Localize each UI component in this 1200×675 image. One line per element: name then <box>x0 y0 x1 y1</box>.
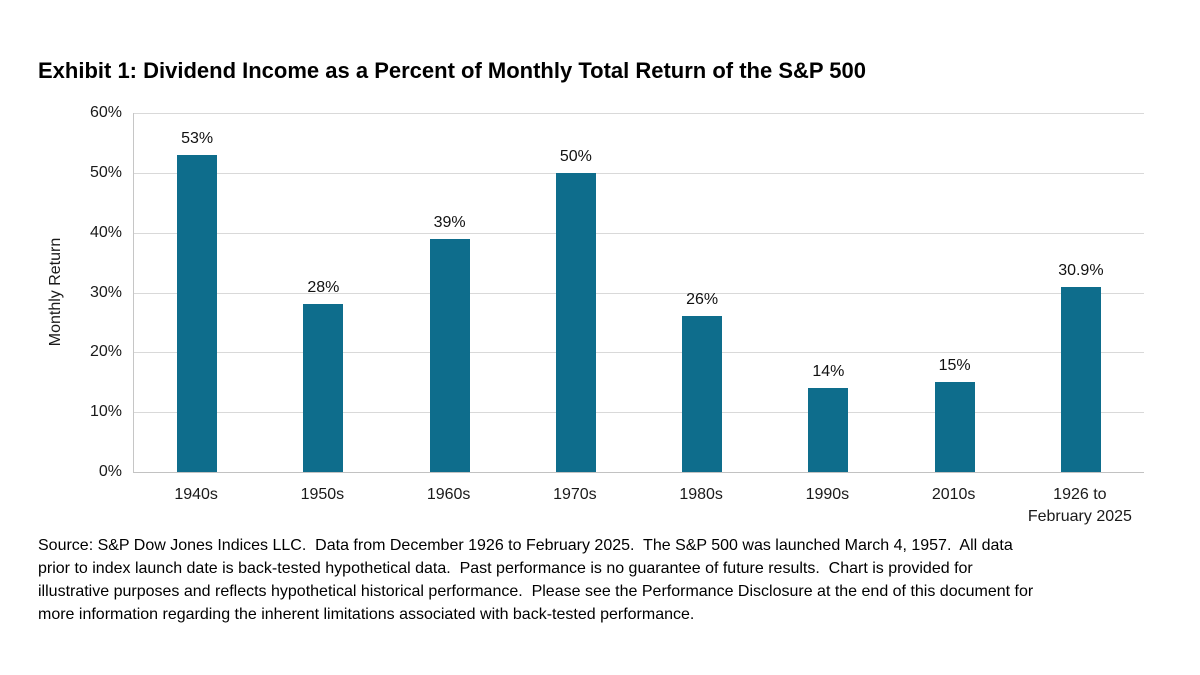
x-tick-label: 1960s <box>426 486 471 503</box>
gridline <box>134 232 1144 234</box>
bar-value-label: 53% <box>181 129 214 147</box>
source-footnote: Source: S&P Dow Jones Indices LLC. Data … <box>38 537 1034 623</box>
bar <box>555 172 596 472</box>
y-tick-label: 40% <box>89 223 122 241</box>
gridline <box>134 113 1144 114</box>
bar-value-label: 28% <box>307 279 340 297</box>
x-tick-label: 1970s <box>553 486 597 503</box>
x-axis-tick-labels: 1940s 1950s 1960s 1970s 1980s 1990s 2010s 1926 … <box>133 484 1143 532</box>
bar-value-label: 26% <box>686 291 719 309</box>
bar <box>808 388 849 472</box>
gridline <box>134 352 1144 354</box>
x-tick-label: 1990s <box>805 486 850 503</box>
bar <box>429 238 470 472</box>
y-tick-label: 20% <box>89 343 122 361</box>
y-tick-label: 10% <box>89 403 122 421</box>
gridline <box>134 292 1144 294</box>
x-tick-label: 1950s <box>300 486 345 503</box>
x-tick-label: 1940s <box>174 486 218 503</box>
y-tick-label: 30% <box>89 283 122 301</box>
y-tick-label: 60% <box>89 104 122 121</box>
y-axis-tick-labels: 0% 10% 20% 30% 40% 50% 60% <box>0 104 122 480</box>
y-tick-label: 50% <box>89 163 122 181</box>
x-tick-label: 1980s <box>679 486 723 503</box>
gridline <box>134 412 1144 414</box>
bar <box>303 304 344 472</box>
bar <box>177 154 218 472</box>
x-tick-label: 1926 to February 2025 <box>1027 486 1132 525</box>
bar-value-label: 39% <box>433 213 466 231</box>
bar-value-label: 30.9% <box>1058 262 1104 280</box>
bar <box>934 382 975 472</box>
bar-value-label: 14% <box>812 363 845 381</box>
chart-title: Exhibit 1: Dividend Income as a Percent … <box>38 58 866 83</box>
plot-area: 53% 28% 39% 50% 26% 14% 15% 30.9% <box>133 113 1144 473</box>
gridline <box>134 172 1144 174</box>
bar <box>682 316 723 472</box>
bar-value-label: 50% <box>559 147 592 165</box>
y-tick-label: 0% <box>98 463 122 480</box>
x-tick-label: 2010s <box>931 486 976 503</box>
bar <box>1060 287 1101 472</box>
bar-value-label: 15% <box>938 357 971 375</box>
